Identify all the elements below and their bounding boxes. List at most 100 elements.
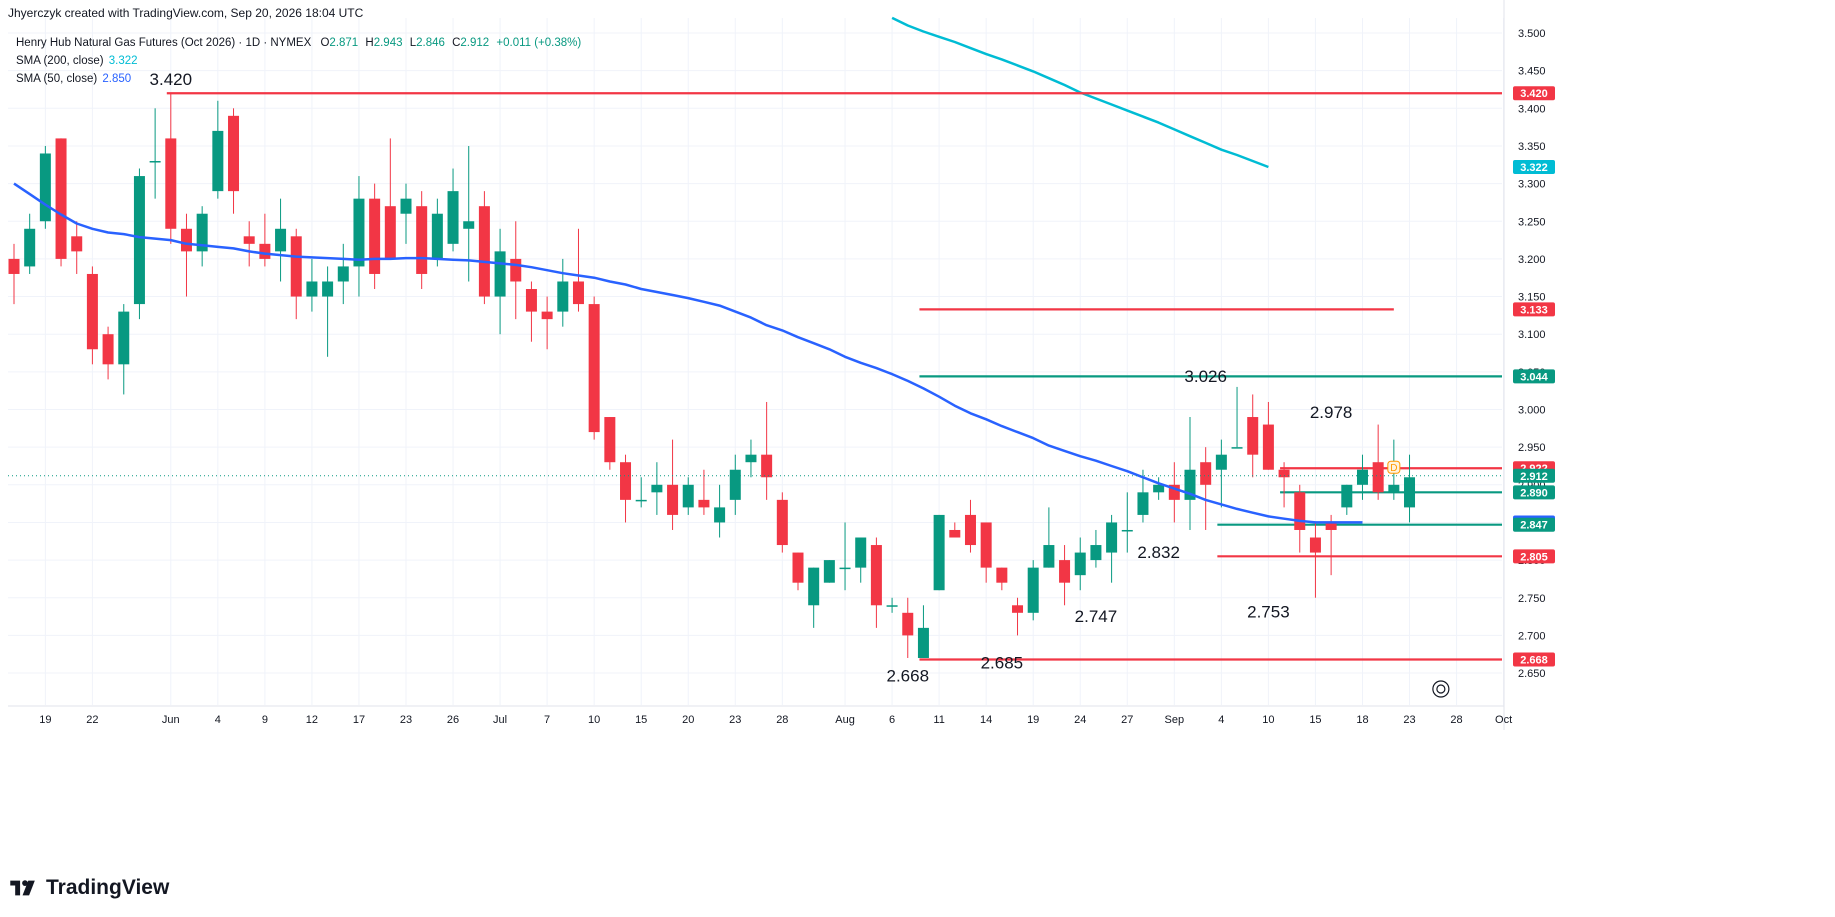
candle[interactable] bbox=[1294, 484, 1306, 553]
candle[interactable] bbox=[416, 191, 428, 290]
candle[interactable] bbox=[933, 514, 945, 591]
candle[interactable] bbox=[1200, 447, 1212, 530]
candle[interactable] bbox=[808, 567, 820, 628]
candle[interactable] bbox=[949, 522, 961, 538]
candle[interactable] bbox=[400, 183, 412, 244]
candle[interactable] bbox=[635, 477, 647, 508]
price-tag-2.668: 2.668 bbox=[1513, 652, 1555, 667]
candle[interactable] bbox=[24, 213, 36, 274]
candle[interactable] bbox=[133, 168, 145, 320]
candle[interactable] bbox=[917, 605, 929, 658]
candle[interactable] bbox=[714, 484, 726, 538]
candle[interactable] bbox=[541, 296, 553, 350]
candle[interactable] bbox=[1090, 529, 1102, 568]
sma200-legend-row[interactable]: SMA (200, close) 3.322 bbox=[16, 52, 581, 70]
scroll-to-realtime-button[interactable] bbox=[1432, 680, 1450, 698]
candle-body bbox=[823, 560, 835, 583]
candle[interactable] bbox=[1231, 386, 1243, 449]
candle[interactable] bbox=[745, 439, 757, 478]
candle[interactable] bbox=[839, 522, 851, 591]
candle[interactable] bbox=[149, 108, 161, 199]
candle[interactable] bbox=[651, 462, 663, 515]
candle[interactable] bbox=[212, 100, 224, 199]
candle[interactable] bbox=[1278, 462, 1290, 508]
candle[interactable] bbox=[1404, 454, 1416, 523]
candle[interactable] bbox=[902, 597, 914, 658]
candle[interactable] bbox=[384, 138, 396, 259]
candle[interactable] bbox=[964, 499, 976, 553]
candle[interactable] bbox=[196, 206, 208, 267]
candle[interactable] bbox=[980, 522, 992, 583]
candle[interactable] bbox=[1153, 477, 1165, 500]
candle[interactable] bbox=[322, 266, 334, 357]
candle[interactable] bbox=[620, 454, 632, 523]
candle[interactable] bbox=[604, 417, 616, 470]
candle[interactable] bbox=[1121, 492, 1133, 553]
candle[interactable] bbox=[228, 108, 240, 214]
candle[interactable] bbox=[259, 213, 271, 267]
candle[interactable] bbox=[369, 183, 381, 290]
candle[interactable] bbox=[1184, 417, 1196, 530]
candle[interactable] bbox=[557, 258, 569, 327]
candle[interactable] bbox=[243, 221, 255, 267]
candle[interactable] bbox=[1341, 484, 1353, 515]
symbol-legend-row[interactable]: Henry Hub Natural Gas Futures (Oct 2026)… bbox=[16, 34, 581, 52]
candle[interactable] bbox=[102, 326, 114, 380]
candle[interactable] bbox=[353, 176, 365, 297]
candle[interactable] bbox=[682, 477, 694, 515]
candle[interactable] bbox=[478, 191, 490, 305]
candle[interactable] bbox=[1325, 514, 1337, 576]
candle[interactable] bbox=[337, 243, 349, 305]
candle[interactable] bbox=[494, 228, 506, 335]
candle[interactable] bbox=[1043, 507, 1055, 568]
candle[interactable] bbox=[776, 492, 788, 553]
candle[interactable] bbox=[275, 198, 287, 282]
candle[interactable] bbox=[306, 258, 318, 312]
candle[interactable] bbox=[1372, 424, 1384, 500]
candle[interactable] bbox=[823, 560, 835, 583]
candle-body bbox=[337, 266, 349, 282]
candle[interactable] bbox=[667, 439, 679, 530]
candle[interactable] bbox=[1215, 439, 1227, 508]
candle[interactable] bbox=[1356, 454, 1368, 500]
candle[interactable] bbox=[71, 221, 83, 274]
candle[interactable] bbox=[39, 145, 51, 229]
candle[interactable] bbox=[698, 469, 710, 515]
candle[interactable] bbox=[792, 552, 804, 591]
candle[interactable] bbox=[463, 145, 475, 282]
candle[interactable] bbox=[1106, 514, 1118, 583]
candle[interactable] bbox=[1168, 462, 1180, 523]
tradingview-brand[interactable]: TradingView bbox=[10, 876, 169, 900]
candle[interactable] bbox=[180, 213, 192, 297]
candle[interactable] bbox=[588, 296, 600, 440]
candle[interactable] bbox=[55, 138, 67, 267]
candle[interactable] bbox=[1074, 537, 1086, 591]
candle[interactable] bbox=[8, 243, 20, 305]
candle-body bbox=[729, 469, 741, 500]
event-marker-icon[interactable]: D bbox=[1387, 460, 1401, 474]
candle-body bbox=[917, 627, 929, 658]
candle[interactable] bbox=[165, 93, 177, 244]
candle[interactable] bbox=[431, 198, 443, 267]
candle[interactable] bbox=[1027, 560, 1039, 621]
candle[interactable] bbox=[525, 281, 537, 342]
candle[interactable] bbox=[1262, 401, 1274, 470]
candle[interactable] bbox=[729, 454, 741, 515]
candle[interactable] bbox=[1012, 597, 1024, 636]
candle[interactable] bbox=[1059, 545, 1071, 606]
candle[interactable] bbox=[886, 597, 898, 613]
candle[interactable] bbox=[290, 228, 302, 320]
candle[interactable] bbox=[118, 304, 130, 395]
candle[interactable] bbox=[1309, 522, 1321, 598]
candle[interactable] bbox=[1247, 394, 1259, 478]
sma50-legend-row[interactable]: SMA (50, close) 2.850 bbox=[16, 70, 581, 88]
candle[interactable] bbox=[761, 401, 773, 500]
candle[interactable] bbox=[870, 537, 882, 628]
candle[interactable] bbox=[510, 221, 522, 320]
candle[interactable] bbox=[572, 228, 584, 312]
candle[interactable] bbox=[996, 567, 1008, 591]
candle[interactable] bbox=[855, 537, 867, 583]
candle[interactable] bbox=[447, 168, 459, 252]
candle[interactable] bbox=[86, 266, 98, 365]
